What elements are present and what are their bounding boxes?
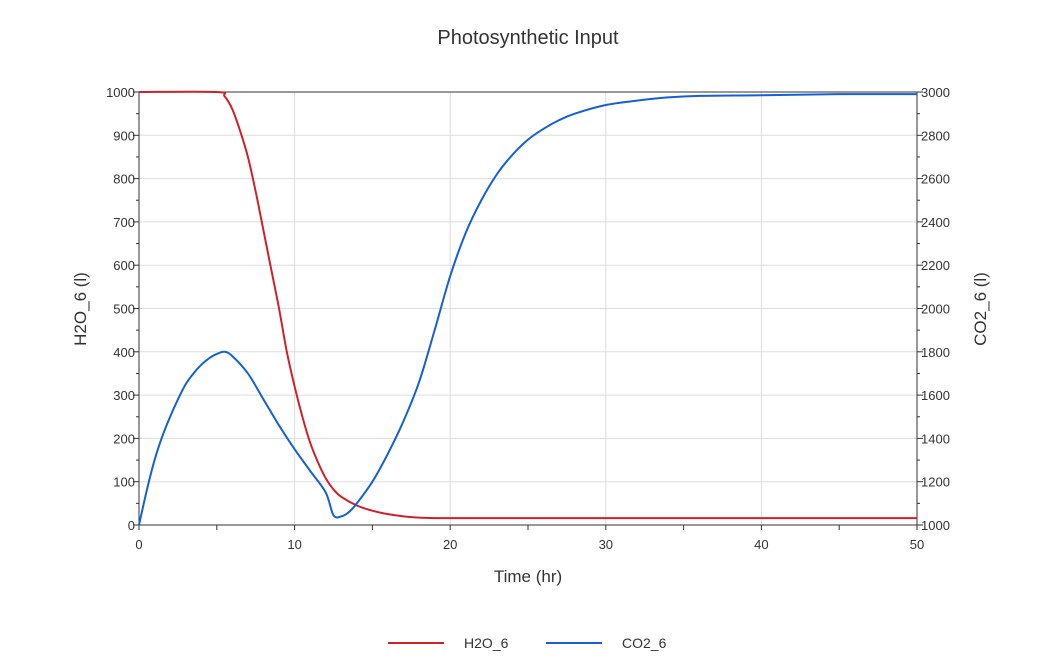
y-left-tick-label: 400: [113, 345, 135, 360]
grid-layer: [139, 92, 917, 525]
legend-label-h2o-6: H2O_6: [464, 635, 509, 651]
y-axis-right-title: CO2_6 (l): [971, 272, 990, 346]
y-left-tick-label: 700: [113, 215, 135, 230]
y-right-tick-label: 1400: [921, 431, 950, 446]
y-right-tick-label: 2400: [921, 215, 950, 230]
y-left-tick-label: 800: [113, 172, 135, 187]
y-right-tick-label: 1800: [921, 345, 950, 360]
y-right-tick-label: 1000: [921, 518, 950, 533]
y-left-tick-label: 1000: [106, 85, 135, 100]
legend-label-co2-6: CO2_6: [622, 635, 667, 651]
chart-title: Photosynthetic Input: [437, 27, 619, 49]
x-tick-label: 0: [135, 537, 142, 552]
y-left-tick-label: 0: [128, 518, 135, 533]
y-left-tick-label: 600: [113, 258, 135, 273]
series-line-co2-6: [138, 93, 918, 526]
y-left-tick-label: 200: [113, 431, 135, 446]
y-right-tick-label: 2800: [921, 128, 950, 143]
x-tick-label: 50: [910, 537, 924, 552]
x-tick-label: 20: [443, 537, 457, 552]
y-right-tick-label: 1200: [921, 475, 950, 490]
series-line-h2o-6: [138, 90, 917, 520]
x-axis-title: Time (hr): [494, 567, 562, 586]
y-right-tick-label: 2600: [921, 172, 950, 187]
x-tick-label: 30: [599, 537, 613, 552]
y-right-tick-label: 2000: [921, 302, 950, 317]
y-left-tick-label: 100: [113, 475, 135, 490]
y-right-tick-label: 3000: [921, 85, 950, 100]
y-left-tick-label: 300: [113, 388, 135, 403]
y-right-tick-label: 2200: [921, 258, 950, 273]
legend: H2O_6 CO2_6: [388, 635, 667, 651]
x-tick-label: 40: [754, 537, 768, 552]
y-axis-left-title: H2O_6 (l): [71, 272, 90, 346]
axes-layer: 0 10 20 30 40 5001002003004005006007008009001…: [106, 85, 950, 552]
y-left-tick-label: 900: [113, 128, 135, 143]
y-right-tick-label: 1600: [921, 388, 950, 403]
x-tick-label: 10: [287, 537, 301, 552]
series-layer: [138, 90, 918, 526]
y-left-tick-label: 500: [113, 302, 135, 317]
